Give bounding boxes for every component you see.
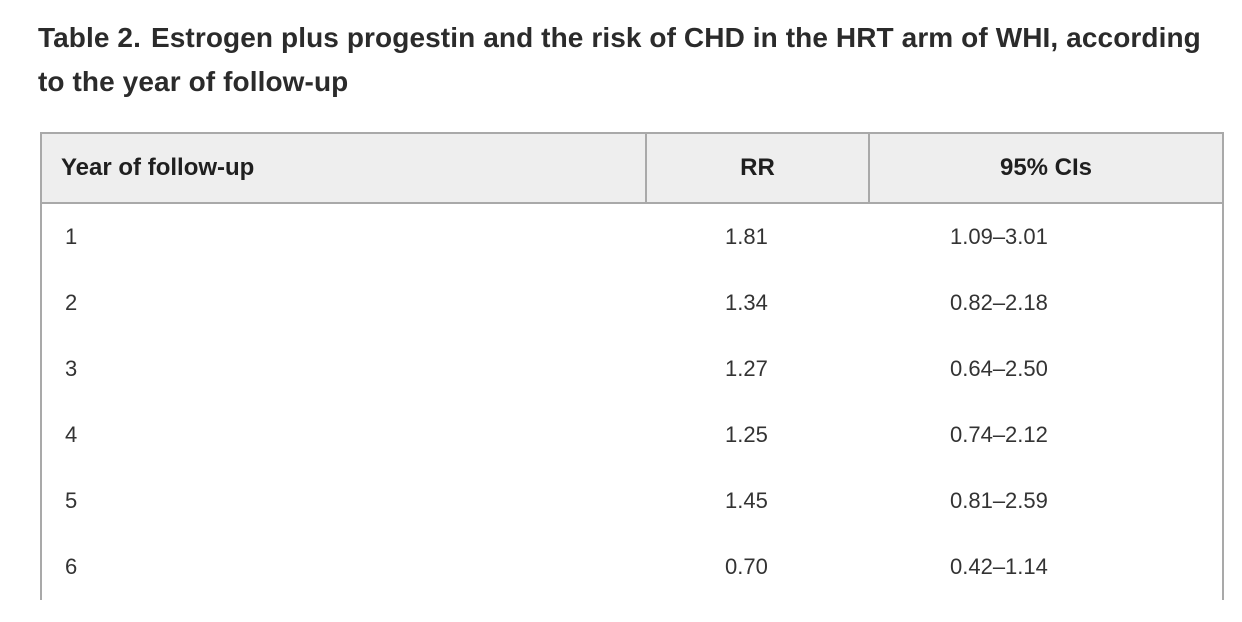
table-row: 1 1.81 1.09–3.01 bbox=[42, 204, 1222, 270]
table-body: 1 1.81 1.09–3.01 2 1.34 0.82–2.18 3 1.27… bbox=[42, 204, 1222, 600]
cell-rr: 1.34 bbox=[725, 290, 768, 315]
table-caption: Table 2. Estrogen plus progestin and the … bbox=[38, 16, 1228, 104]
cell-year: 2 bbox=[65, 290, 78, 315]
cell-rr: 1.25 bbox=[725, 422, 768, 447]
column-header-year-of-follow-up: Year of follow-up bbox=[61, 154, 255, 181]
cell-ci: 1.09–3.01 bbox=[950, 224, 1048, 249]
cell-ci: 0.74–2.12 bbox=[950, 422, 1048, 447]
table-row: 4 1.25 0.74–2.12 bbox=[42, 402, 1222, 468]
table-caption-number: Table 2. bbox=[38, 22, 141, 53]
cell-ci: 0.81–2.59 bbox=[950, 488, 1048, 513]
table-caption-title-line1: Estrogen plus progestin and the risk of … bbox=[150, 22, 1201, 53]
cell-year: 5 bbox=[65, 488, 78, 513]
table-row: 5 1.45 0.81–2.59 bbox=[42, 468, 1222, 534]
cell-rr: 1.81 bbox=[725, 224, 768, 249]
followup-risk-table: Year of follow-up RR 95% CIs 1 1.81 1.09… bbox=[40, 132, 1224, 600]
cell-ci: 0.82–2.18 bbox=[950, 290, 1048, 315]
cell-rr: 0.70 bbox=[725, 554, 768, 579]
table-row: 3 1.27 0.64–2.50 bbox=[42, 336, 1222, 402]
cell-year: 4 bbox=[65, 422, 78, 447]
cell-rr: 1.45 bbox=[725, 488, 768, 513]
column-header-rr: RR bbox=[645, 134, 868, 202]
table-row: 6 0.70 0.42–1.14 bbox=[42, 534, 1222, 600]
column-header-95-cis: 95% CIs bbox=[868, 134, 1222, 202]
table-row: 2 1.34 0.82–2.18 bbox=[42, 270, 1222, 336]
cell-ci: 0.64–2.50 bbox=[950, 356, 1048, 381]
cell-year: 1 bbox=[65, 224, 78, 249]
cell-year: 6 bbox=[65, 554, 78, 579]
cell-year: 3 bbox=[65, 356, 78, 381]
cell-ci: 0.42–1.14 bbox=[950, 554, 1048, 579]
cell-rr: 1.27 bbox=[725, 356, 768, 381]
table-caption-title-line2: to the year of follow-up bbox=[38, 66, 349, 97]
table-header-row: Year of follow-up RR 95% CIs bbox=[42, 134, 1222, 204]
